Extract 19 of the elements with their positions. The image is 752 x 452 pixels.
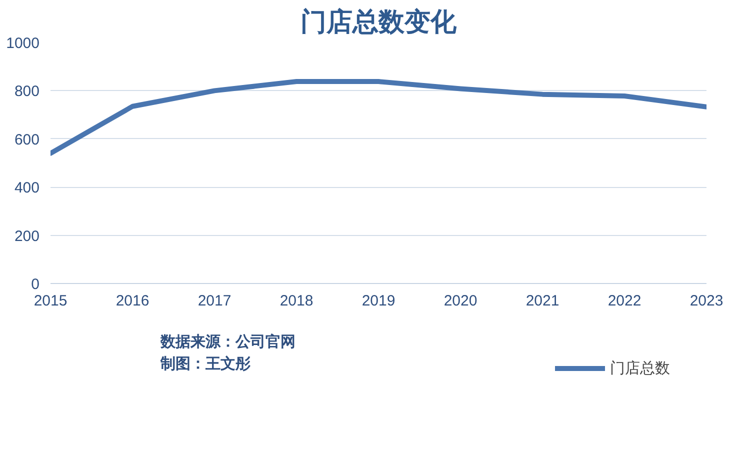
x-tick-label: 2019 — [362, 292, 396, 310]
y-tick-label: 600 — [14, 131, 40, 148]
x-tick-label: 2023 — [690, 292, 724, 310]
chart-title: 门店总数变化 — [300, 8, 458, 38]
x-tick-label: 2017 — [198, 292, 232, 310]
y-tick-label: 1000 — [6, 35, 40, 52]
y-tick-label: 400 — [14, 180, 40, 197]
x-tick-label: 2020 — [444, 292, 478, 310]
source-note: 数据来源：公司官网 — [160, 332, 296, 350]
x-tick-label: 2018 — [280, 292, 314, 310]
x-tick-label: 2022 — [608, 292, 642, 310]
y-tick-label: 0 — [31, 276, 40, 293]
y-tick-label: 800 — [14, 83, 40, 100]
legend-label: 门店总数 — [610, 358, 670, 378]
text: 制图：王文彤 — [160, 354, 252, 372]
y-tick-label: 200 — [14, 228, 40, 245]
x-tick-label: 2015 — [34, 292, 68, 310]
x-tick-label: 2016 — [116, 292, 150, 310]
x-tick-label: 2021 — [526, 292, 560, 310]
